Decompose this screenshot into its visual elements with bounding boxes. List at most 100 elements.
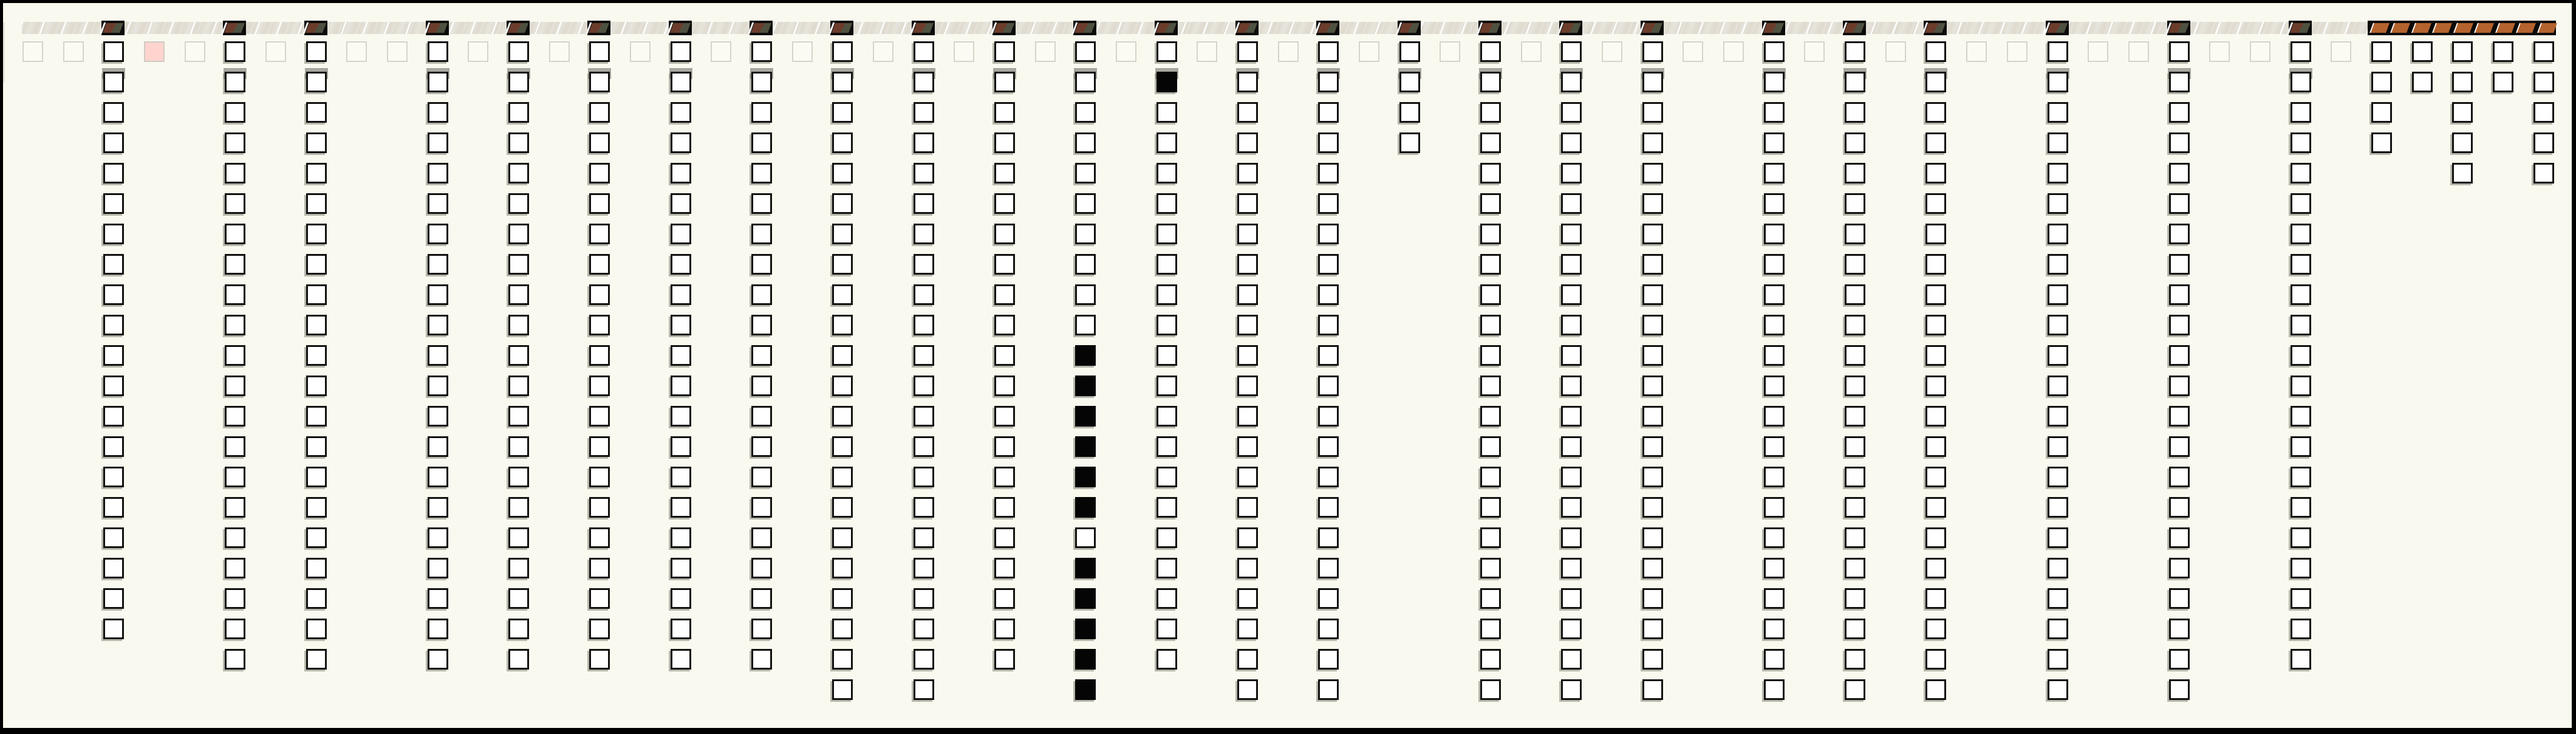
checkbox[interactable] [751,527,772,548]
checkbox[interactable] [2048,406,2068,427]
checkbox[interactable] [103,436,124,457]
checkbox[interactable] [1480,649,1501,670]
checkbox[interactable] [1642,132,1663,153]
checkbox[interactable] [1237,406,1258,427]
checkbox[interactable] [306,224,327,244]
checkbox-checked[interactable] [1075,679,1096,700]
checkbox-checked[interactable] [1075,376,1096,396]
checkbox[interactable] [2533,72,2554,92]
checkbox[interactable] [306,345,327,366]
checkbox[interactable] [103,527,124,548]
checkbox[interactable] [2169,345,2190,366]
checkbox[interactable] [1480,619,1501,639]
checkbox[interactable] [103,376,124,396]
checkbox[interactable] [589,436,610,457]
checkbox[interactable] [306,254,327,275]
checkbox[interactable] [103,406,124,427]
checkbox[interactable] [589,102,610,123]
checkbox[interactable] [1561,558,1582,578]
checkbox[interactable] [1156,41,1177,62]
checkbox[interactable] [1925,102,1946,123]
checkbox[interactable] [225,72,245,92]
checkbox[interactable] [2169,163,2190,184]
checkbox[interactable] [1764,436,1785,457]
checkbox[interactable] [306,619,327,639]
checkbox[interactable] [1156,467,1177,487]
checkbox[interactable] [832,284,853,305]
checkbox[interactable] [2048,41,2068,62]
checkbox[interactable] [671,72,691,92]
checkbox[interactable] [2452,163,2473,184]
tab[interactable] [1234,21,1259,35]
checkbox[interactable] [2048,558,2068,578]
checkbox[interactable] [1764,72,1785,92]
checkbox[interactable] [751,41,772,62]
checkbox[interactable] [2371,72,2392,92]
checkbox[interactable] [1764,132,1785,153]
checkbox[interactable] [1156,315,1177,335]
checkbox[interactable] [994,132,1015,153]
checkbox[interactable] [1925,679,1946,700]
checkbox[interactable] [589,72,610,92]
checkbox[interactable] [1237,284,1258,305]
checkbox[interactable] [914,72,934,92]
checkbox[interactable] [1642,224,1663,244]
checkbox[interactable] [306,467,327,487]
checkbox[interactable] [1764,163,1785,184]
checkbox[interactable] [832,193,853,214]
checkbox[interactable] [306,376,327,396]
checkbox[interactable] [914,345,934,366]
tab[interactable] [1841,21,1866,35]
tab[interactable] [910,21,935,35]
checkbox[interactable] [306,558,327,578]
checkbox[interactable] [994,376,1015,396]
checkbox[interactable] [428,163,448,184]
checkbox[interactable] [1642,558,1663,578]
checkbox[interactable] [994,284,1015,305]
checkbox[interactable] [103,315,124,335]
checkbox[interactable] [751,436,772,457]
checkbox[interactable] [103,345,124,366]
checkbox[interactable] [1845,163,1865,184]
checkbox[interactable] [2452,41,2473,62]
checkbox[interactable] [1561,497,1582,518]
checkbox[interactable] [1642,102,1663,123]
checkbox[interactable] [1399,132,1420,153]
checkbox[interactable] [1399,41,1420,62]
checkbox[interactable] [508,132,529,153]
checkbox[interactable] [1480,527,1501,548]
checkbox[interactable] [751,72,772,92]
checkbox[interactable] [832,376,853,396]
checkbox[interactable] [914,193,934,214]
checkbox[interactable] [508,254,529,275]
checkbox[interactable] [2169,224,2190,244]
checkbox[interactable] [751,132,772,153]
tab[interactable] [1396,21,1421,35]
checkbox[interactable] [103,72,124,92]
checkbox[interactable] [1480,284,1501,305]
checkbox[interactable] [1561,345,1582,366]
checkbox[interactable] [508,163,529,184]
checkbox[interactable] [1318,497,1339,518]
checkbox[interactable] [994,224,1015,244]
checkbox[interactable] [1764,376,1785,396]
checkbox[interactable] [671,467,691,487]
checkbox[interactable] [1237,588,1258,609]
checkbox[interactable] [751,497,772,518]
tab[interactable] [748,21,773,35]
checkbox[interactable] [1925,588,1946,609]
checkbox[interactable] [103,132,124,153]
checkbox[interactable] [1845,224,1865,244]
checkbox[interactable] [508,527,529,548]
checkbox[interactable] [508,436,529,457]
checkbox[interactable] [2048,224,2068,244]
checkbox[interactable] [2291,436,2311,457]
checkbox[interactable] [671,436,691,457]
checkbox[interactable] [1237,193,1258,214]
checkbox[interactable] [914,163,934,184]
checkbox[interactable] [1318,132,1339,153]
checkbox[interactable] [1318,467,1339,487]
checkbox[interactable] [1925,254,1946,275]
checkbox[interactable] [1156,132,1177,153]
checkbox[interactable] [1845,649,1865,670]
